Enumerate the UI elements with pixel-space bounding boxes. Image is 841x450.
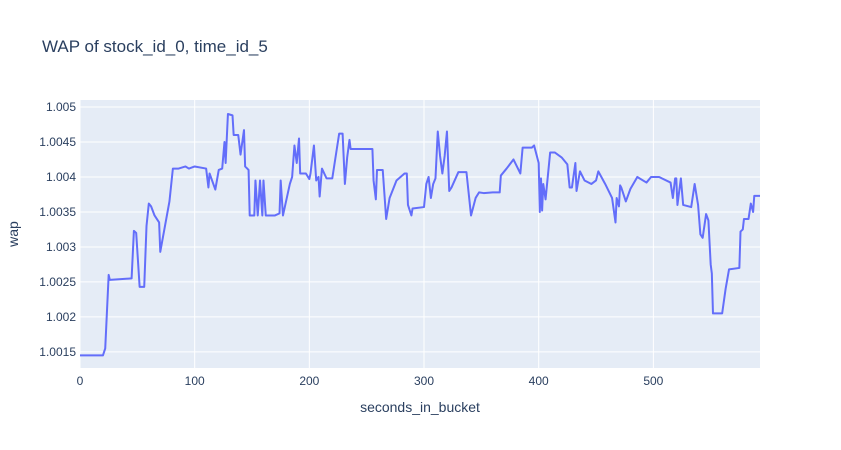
x-tick-label: 500	[643, 374, 663, 388]
y-tick-label: 1.004	[46, 170, 76, 184]
y-tick-label: 1.0045	[39, 135, 76, 149]
y-tick-label: 1.002	[46, 310, 76, 324]
chart-title: WAP of stock_id_0, time_id_5	[42, 37, 268, 56]
y-tick-label: 1.003	[46, 240, 76, 254]
plot-area	[80, 100, 760, 368]
x-tick-label: 0	[77, 374, 84, 388]
data-line	[80, 112, 760, 357]
x-tick-label: 200	[299, 374, 319, 388]
x-axis-title: seconds_in_bucket	[360, 399, 480, 415]
y-tick-label: 1.0025	[39, 275, 76, 289]
x-tick-label: 400	[529, 374, 549, 388]
y-tick-label: 1.0035	[39, 205, 76, 219]
y-axis-title: wap	[5, 221, 21, 248]
x-tick-label: 300	[414, 374, 434, 388]
y-tick-label: 1.0015	[39, 345, 76, 359]
y-tick-label: 1.005	[46, 100, 76, 114]
x-tick-label: 100	[185, 374, 205, 388]
